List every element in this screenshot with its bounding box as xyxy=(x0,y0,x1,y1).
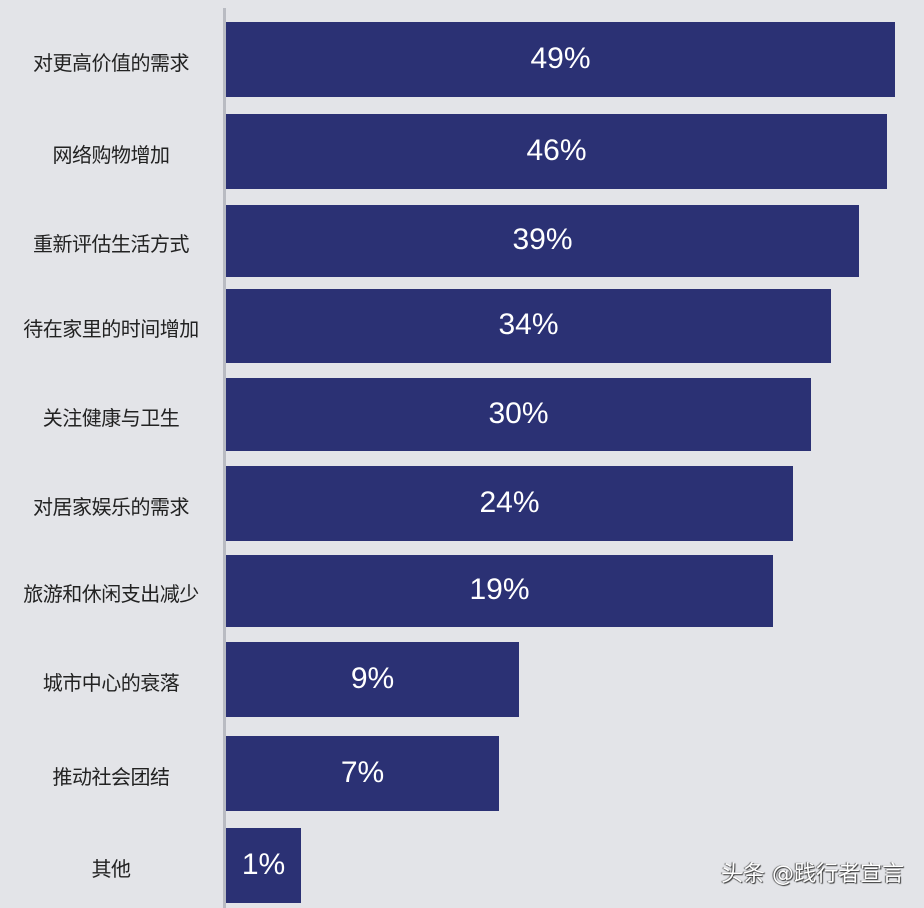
bar xyxy=(226,205,859,277)
data-label: 49% xyxy=(530,41,591,75)
data-label: 19% xyxy=(469,573,530,606)
y-axis-line xyxy=(223,8,226,908)
data-label: 9% xyxy=(350,661,395,695)
category-label: 重新评估生活方式 xyxy=(33,232,190,256)
bar xyxy=(226,114,887,189)
bar xyxy=(226,642,519,717)
data-label: 34% xyxy=(498,308,559,341)
category-label: 城市中心的衰落 xyxy=(42,670,180,695)
bar xyxy=(226,828,301,903)
bar xyxy=(226,555,773,627)
data-label: 39% xyxy=(512,223,573,256)
bar xyxy=(226,466,793,541)
category-label: 关注健康与卫生 xyxy=(42,405,180,430)
watermark: 头条 @践行者宣言 xyxy=(721,862,904,887)
category-label: 对居家娱乐的需求 xyxy=(33,494,190,519)
data-label: 24% xyxy=(479,485,540,519)
category-label: 推动社会团结 xyxy=(52,764,171,789)
data-label: 30% xyxy=(488,396,549,430)
category-label: 其他 xyxy=(91,856,132,881)
bar xyxy=(226,736,499,811)
category-label: 对更高价值的需求 xyxy=(33,50,190,75)
data-label: 46% xyxy=(526,133,587,167)
data-label: 1% xyxy=(241,847,286,881)
bar xyxy=(226,22,895,97)
category-label: 网络购物增加 xyxy=(52,142,171,167)
category-label: 旅游和休闲支出减少 xyxy=(23,582,199,606)
data-label: 7% xyxy=(340,755,385,789)
bar xyxy=(226,289,831,363)
bar xyxy=(226,378,811,451)
category-label: 待在家里的时间增加 xyxy=(23,317,199,341)
